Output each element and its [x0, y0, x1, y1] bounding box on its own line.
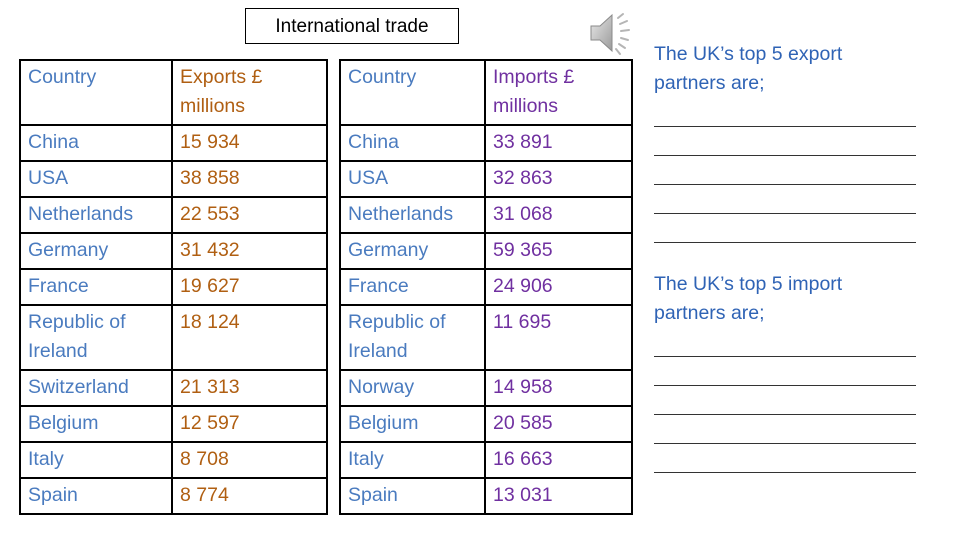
value-cell: 13 031: [484, 477, 633, 515]
country-cell: Republic of Ireland: [19, 304, 173, 371]
table-row: Republic of Ireland 18 124: [19, 304, 328, 371]
answer-line[interactable]: [654, 156, 916, 185]
table-row: Netherlands 31 068: [339, 196, 633, 234]
exports-table: Country Exports £ millions China 15 934 …: [19, 59, 328, 515]
value-cell: 11 695: [484, 304, 633, 371]
table-row: France 24 906: [339, 268, 633, 306]
country-cell: Germany: [19, 232, 173, 270]
table-row: Italy 8 708: [19, 441, 328, 479]
table-row: Switzerland 21 313: [19, 369, 328, 407]
country-cell: Switzerland: [19, 369, 173, 407]
table-header-row: Country Exports £ millions: [19, 59, 328, 126]
country-cell: Belgium: [19, 405, 173, 443]
value-cell: 18 124: [171, 304, 328, 371]
slide-title: International trade: [245, 8, 459, 44]
table-row: Spain 13 031: [339, 477, 633, 515]
answer-line[interactable]: [654, 98, 916, 127]
answer-lines: [654, 98, 916, 243]
value-cell: 16 663: [484, 441, 633, 479]
table-header-row: Country Imports £ millions: [339, 59, 633, 126]
table-row: USA 38 858: [19, 160, 328, 198]
value-cell: 24 906: [484, 268, 633, 306]
answer-line[interactable]: [654, 415, 916, 444]
country-cell: Netherlands: [19, 196, 173, 234]
column-header-exports: Exports £ millions: [171, 59, 328, 126]
value-cell: 59 365: [484, 232, 633, 270]
country-cell: Spain: [339, 477, 486, 515]
country-cell: Republic of Ireland: [339, 304, 486, 371]
value-cell: 31 068: [484, 196, 633, 234]
answer-line[interactable]: [654, 386, 916, 415]
country-cell: Belgium: [339, 405, 486, 443]
imports-table: Country Imports £ millions China 33 891 …: [339, 59, 633, 515]
value-cell: 33 891: [484, 124, 633, 162]
value-cell: 8 708: [171, 441, 328, 479]
column-header-country: Country: [19, 59, 173, 126]
value-cell: 22 553: [171, 196, 328, 234]
country-cell: China: [19, 124, 173, 162]
export-partners-prompt: The UK’s top 5 export partners are;: [654, 40, 916, 243]
country-cell: Netherlands: [339, 196, 486, 234]
answer-line[interactable]: [654, 444, 916, 473]
table-row: Republic of Ireland 11 695: [339, 304, 633, 371]
country-cell: France: [339, 268, 486, 306]
table-row: Netherlands 22 553: [19, 196, 328, 234]
value-cell: 15 934: [171, 124, 328, 162]
import-partners-prompt: The UK’s top 5 import partners are;: [654, 270, 916, 473]
answer-line[interactable]: [654, 328, 916, 357]
table-row: Belgium 20 585: [339, 405, 633, 443]
value-cell: 32 863: [484, 160, 633, 198]
country-cell: Spain: [19, 477, 173, 515]
table-row: Norway 14 958: [339, 369, 633, 407]
import-prompt-text: The UK’s top 5 import partners are;: [654, 273, 843, 324]
table-row: China 33 891: [339, 124, 633, 162]
answer-line[interactable]: [654, 185, 916, 214]
answer-lines: [654, 328, 916, 473]
speaker-icon[interactable]: [585, 10, 639, 56]
country-cell: USA: [339, 160, 486, 198]
column-header-imports: Imports £ millions: [484, 59, 633, 126]
country-cell: Italy: [19, 441, 173, 479]
country-cell: Norway: [339, 369, 486, 407]
answer-line[interactable]: [654, 214, 916, 243]
answer-line[interactable]: [654, 127, 916, 156]
column-header-country: Country: [339, 59, 486, 126]
answer-line[interactable]: [654, 357, 916, 386]
value-cell: 8 774: [171, 477, 328, 515]
table-row: Belgium 12 597: [19, 405, 328, 443]
table-row: Germany 59 365: [339, 232, 633, 270]
value-cell: 14 958: [484, 369, 633, 407]
value-cell: 19 627: [171, 268, 328, 306]
value-cell: 12 597: [171, 405, 328, 443]
table-row: Germany 31 432: [19, 232, 328, 270]
table-row: France 19 627: [19, 268, 328, 306]
table-row: China 15 934: [19, 124, 328, 162]
table-row: USA 32 863: [339, 160, 633, 198]
value-cell: 20 585: [484, 405, 633, 443]
country-cell: China: [339, 124, 486, 162]
table-row: Italy 16 663: [339, 441, 633, 479]
value-cell: 21 313: [171, 369, 328, 407]
value-cell: 38 858: [171, 160, 328, 198]
country-cell: France: [19, 268, 173, 306]
export-prompt-text: The UK’s top 5 export partners are;: [654, 43, 843, 94]
country-cell: USA: [19, 160, 173, 198]
value-cell: 31 432: [171, 232, 328, 270]
country-cell: Germany: [339, 232, 486, 270]
table-row: Spain 8 774: [19, 477, 328, 515]
country-cell: Italy: [339, 441, 486, 479]
